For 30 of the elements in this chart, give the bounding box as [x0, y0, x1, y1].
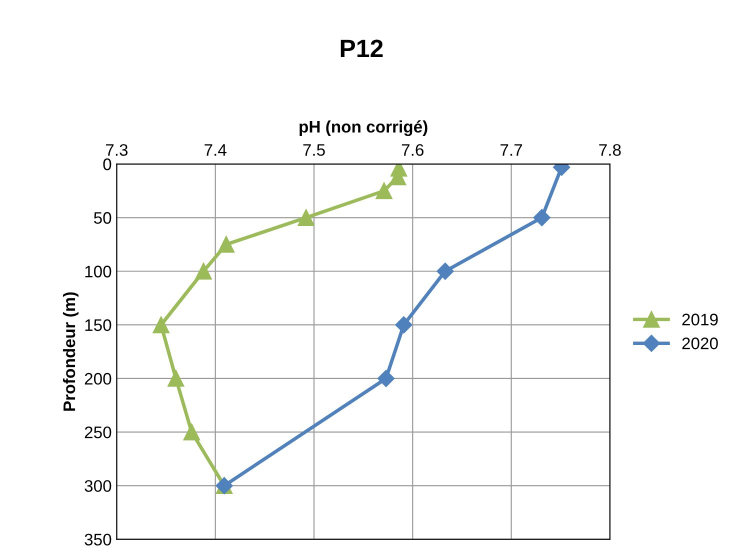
x-tick-label: 7.6 [402, 144, 424, 156]
legend-label: 2019 [682, 314, 718, 326]
y-tick-label: 100 [85, 266, 112, 278]
y-tick-label: 350 [84, 534, 112, 546]
point [195, 262, 212, 280]
point [376, 182, 392, 200]
x-tick-label: 7.8 [599, 144, 621, 156]
point [436, 262, 454, 280]
y-tick-label: 150 [85, 319, 112, 332]
point [395, 316, 412, 334]
y-axis-title: Profondeur (m) [62, 292, 78, 411]
y-tick-label: 200 [84, 372, 112, 385]
x-tick-label: 7.4 [204, 144, 226, 156]
y-tick-label: 300 [84, 480, 112, 492]
point [377, 370, 395, 388]
point [218, 236, 235, 253]
y-tick-label: 0 [103, 158, 112, 170]
point [168, 370, 184, 387]
y-tick-label: 50 [94, 212, 112, 224]
chart-title: P12 [340, 40, 383, 58]
point [533, 209, 550, 226]
point [298, 209, 314, 226]
legend-label: 2020 [682, 338, 718, 350]
x-tick-label: 7.7 [500, 144, 522, 156]
x-axis-title: pH (non corrigé) [300, 120, 428, 136]
x-tick-label: 7.5 [303, 144, 325, 156]
y-tick-label: 250 [84, 426, 112, 438]
x-tick-label: 7.3 [106, 144, 128, 156]
point [152, 316, 170, 334]
point [183, 424, 200, 440]
